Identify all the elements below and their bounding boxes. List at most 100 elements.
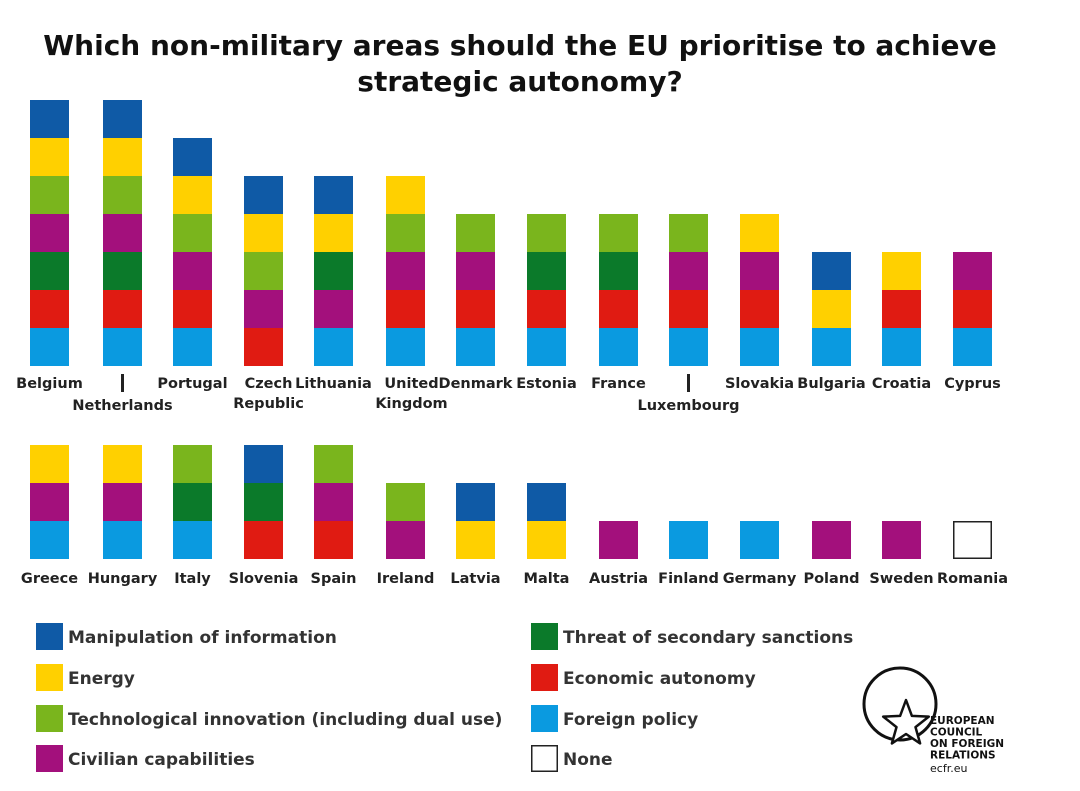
country-label-croatia: Croatia: [872, 376, 931, 392]
block-portugal-economic: Portugal: Economic autonomy: [173, 290, 212, 328]
legend-swatch-tech: [36, 705, 63, 732]
block-portugal-tech: Portugal: Technological innovation (incl…: [173, 214, 212, 252]
block-greece-foreign: Greece: Foreign policy: [30, 521, 69, 559]
logo-text-line: EUROPEAN: [930, 715, 995, 727]
block-luxembourg-civilian: Luxembourg: Civilian capabilities: [669, 252, 708, 290]
block-croatia-economic: Croatia: Economic autonomy: [882, 290, 921, 328]
legend-label-foreign: Foreign policy: [563, 710, 698, 730]
block-croatia-foreign: Croatia: Foreign policy: [882, 328, 921, 366]
country-label-slovakia: Slovakia: [725, 376, 794, 392]
block-latvia-manipulation: Latvia: Manipulation of information: [456, 483, 495, 521]
block-czech-republic-civilian: Czech Republic: Civilian capabilities: [244, 290, 283, 328]
block-italy-foreign: Italy: Foreign policy: [173, 521, 212, 559]
block-czech-republic-economic: Czech Republic: Economic autonomy: [244, 328, 283, 366]
block-malta-energy: Malta: Energy: [527, 521, 566, 559]
block-sweden-civilian: Sweden: Civilian capabilities: [882, 521, 921, 559]
label-leader-tick: [687, 374, 690, 392]
block-austria-civilian: Austria: Civilian capabilities: [599, 521, 638, 559]
block-portugal-foreign: Portugal: Foreign policy: [173, 328, 212, 366]
block-finland-foreign: Finland: Foreign policy: [669, 521, 708, 559]
logo-star-icon: [881, 698, 931, 745]
block-cyprus-civilian: Cyprus: Civilian capabilities: [953, 252, 992, 290]
legend-swatch-economic: [531, 664, 558, 691]
country-label-latvia: Latvia: [450, 571, 500, 587]
block-netherlands-sanctions: Netherlands: Threat of secondary sanctio…: [103, 252, 142, 290]
block-czech-republic-energy: Czech Republic: Energy: [244, 214, 283, 252]
block-belgium-economic: Belgium: Economic autonomy: [30, 290, 69, 328]
block-belgium-tech: Belgium: Technological innovation (inclu…: [30, 176, 69, 214]
block-france-tech: France: Technological innovation (includ…: [599, 214, 638, 252]
legend-label-economic: Economic autonomy: [563, 669, 756, 689]
legend-label-none: None: [563, 750, 613, 770]
block-estonia-economic: Estonia: Economic autonomy: [527, 290, 566, 328]
block-netherlands-foreign: Netherlands: Foreign policy: [103, 328, 142, 366]
country-label-italy: Italy: [174, 571, 211, 587]
block-czech-republic-tech: Czech Republic: Technological innovation…: [244, 252, 283, 290]
country-label-united-kingdom: United Kingdom: [375, 376, 447, 412]
legend-swatch-civilian: [36, 745, 63, 772]
block-poland-civilian: Poland: Civilian capabilities: [812, 521, 851, 559]
legend-label-manipulation: Manipulation of information: [68, 628, 337, 648]
block-spain-economic: Spain: Economic autonomy: [314, 521, 353, 559]
block-greece-energy: Greece: Energy: [30, 445, 69, 483]
block-netherlands-economic: Netherlands: Economic autonomy: [103, 290, 142, 328]
country-label-sweden: Sweden: [869, 571, 933, 587]
country-label-slovenia: Slovenia: [229, 571, 299, 587]
block-lithuania-foreign: Lithuania: Foreign policy: [314, 328, 353, 366]
legend-swatch-none: [531, 745, 558, 772]
block-lithuania-civilian: Lithuania: Civilian capabilities: [314, 290, 353, 328]
country-label-denmark: Denmark: [439, 376, 513, 392]
block-netherlands-manipulation: Netherlands: Manipulation of information: [103, 100, 142, 138]
block-denmark-tech: Denmark: Technological innovation (inclu…: [456, 214, 495, 252]
block-estonia-foreign: Estonia: Foreign policy: [527, 328, 566, 366]
block-malta-manipulation: Malta: Manipulation of information: [527, 483, 566, 521]
block-united-kingdom-tech: United Kingdom: Technological innovation…: [386, 214, 425, 252]
country-label-belgium: Belgium: [16, 376, 83, 392]
block-luxembourg-foreign: Luxembourg: Foreign policy: [669, 328, 708, 366]
block-luxembourg-economic: Luxembourg: Economic autonomy: [669, 290, 708, 328]
country-label-estonia: Estonia: [516, 376, 577, 392]
country-label-poland: Poland: [803, 571, 859, 587]
block-czech-republic-manipulation: Czech Republic: Manipulation of informat…: [244, 176, 283, 214]
block-portugal-civilian: Portugal: Civilian capabilities: [173, 252, 212, 290]
legend-swatch-sanctions: [531, 623, 558, 650]
block-belgium-civilian: Belgium: Civilian capabilities: [30, 214, 69, 252]
country-label-netherlands: Netherlands: [72, 398, 172, 414]
block-romania-none: Romania: None: [953, 521, 992, 559]
block-netherlands-civilian: Netherlands: Civilian capabilities: [103, 214, 142, 252]
block-netherlands-tech: Netherlands: Technological innovation (i…: [103, 176, 142, 214]
logo-text-line: ON FOREIGN: [930, 738, 1004, 750]
label-leader-tick: [121, 374, 124, 392]
block-croatia-energy: Croatia: Energy: [882, 252, 921, 290]
block-italy-tech: Italy: Technological innovation (includi…: [173, 445, 212, 483]
block-hungary-energy: Hungary: Energy: [103, 445, 142, 483]
block-hungary-foreign: Hungary: Foreign policy: [103, 521, 142, 559]
block-denmark-civilian: Denmark: Civilian capabilities: [456, 252, 495, 290]
block-slovakia-energy: Slovakia: Energy: [740, 214, 779, 252]
block-cyprus-economic: Cyprus: Economic autonomy: [953, 290, 992, 328]
block-bulgaria-energy: Bulgaria: Energy: [812, 290, 851, 328]
country-label-hungary: Hungary: [88, 571, 158, 587]
block-denmark-economic: Denmark: Economic autonomy: [456, 290, 495, 328]
block-estonia-tech: Estonia: Technological innovation (inclu…: [527, 214, 566, 252]
legend-label-energy: Energy: [68, 669, 135, 689]
country-label-austria: Austria: [589, 571, 648, 587]
country-label-spain: Spain: [311, 571, 357, 587]
legend-swatch-energy: [36, 664, 63, 691]
block-belgium-foreign: Belgium: Foreign policy: [30, 328, 69, 366]
country-label-finland: Finland: [658, 571, 719, 587]
country-label-czech-republic: Czech Republic: [233, 376, 304, 412]
block-united-kingdom-foreign: United Kingdom: Foreign policy: [386, 328, 425, 366]
block-cyprus-foreign: Cyprus: Foreign policy: [953, 328, 992, 366]
block-belgium-energy: Belgium: Energy: [30, 138, 69, 176]
legend-label-tech: Technological innovation (including dual…: [68, 710, 502, 730]
block-slovenia-sanctions: Slovenia: Threat of secondary sanctions: [244, 483, 283, 521]
logo-ring-icon: [862, 666, 938, 742]
country-label-malta: Malta: [524, 571, 570, 587]
block-united-kingdom-economic: United Kingdom: Economic autonomy: [386, 290, 425, 328]
block-belgium-sanctions: Belgium: Threat of secondary sanctions: [30, 252, 69, 290]
country-label-portugal: Portugal: [157, 376, 227, 392]
block-portugal-energy: Portugal: Energy: [173, 176, 212, 214]
country-label-lithuania: Lithuania: [295, 376, 372, 392]
